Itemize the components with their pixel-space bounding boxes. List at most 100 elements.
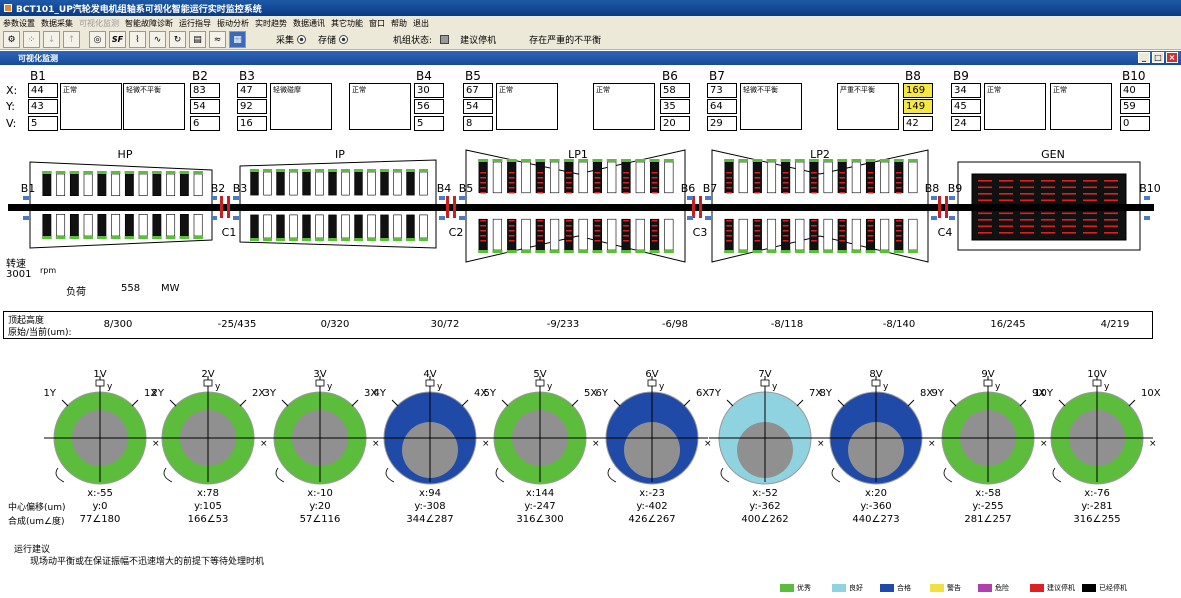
hp-blade [152, 173, 162, 197]
menu-item[interactable]: 参数设置 [3, 18, 35, 28]
store-radio[interactable] [339, 35, 349, 44]
target-tool-button[interactable]: ◎ [89, 31, 106, 48]
close-button[interactable]: × [1166, 52, 1178, 63]
lp2-blade [837, 159, 848, 162]
dots-tool-button[interactable]: ⁘ [23, 31, 40, 48]
report-tool-button[interactable]: ▦ [229, 31, 246, 48]
lp2-blade [823, 161, 833, 194]
probe-v [95, 379, 105, 387]
gen-winding [1041, 219, 1055, 221]
hp-blade [69, 171, 80, 174]
hp-blade [97, 173, 107, 197]
blade-mark [537, 187, 544, 189]
menu-item[interactable]: 帮助 [391, 18, 407, 28]
gauge-y-offset: y:20 [309, 501, 331, 512]
ip-blade [353, 169, 364, 172]
sample-radio[interactable] [297, 35, 307, 44]
blade-mark [594, 192, 601, 194]
blade-mark [782, 235, 789, 237]
blade-mark [651, 172, 658, 174]
legend-swatch [1030, 584, 1044, 592]
spectrum-tool-button[interactable]: ⌇ [129, 31, 146, 48]
sample-toggle[interactable]: 采集 [276, 33, 307, 46]
menu-item[interactable]: 振动分析 [217, 18, 249, 28]
lp2-blade [893, 250, 904, 253]
status-note: 正常 [593, 83, 655, 130]
window-title: BCT101_UP汽轮发电机组轴系可视化智能运行实时监控系统 [16, 4, 262, 15]
bearing-pad [211, 216, 217, 220]
minimize-button[interactable]: _ [1138, 52, 1150, 63]
menu-item[interactable]: 其它功能 [331, 18, 363, 28]
arrow-down-tool-button[interactable]: ↓ [43, 31, 60, 48]
status-note: 严重不平衡 [837, 83, 899, 130]
ip-blade [392, 238, 403, 241]
y-axis-marker: y [1104, 382, 1110, 392]
advice-text: 现场动平衡或在保证振幅不迅速增大的前提下等待处理时机 [30, 557, 265, 567]
sf-tool-button[interactable]: SF [109, 31, 126, 48]
blade-mark [726, 182, 732, 184]
blade-mark [594, 182, 601, 184]
rotate-tool-button[interactable]: ↻ [169, 31, 186, 48]
blade-mark [811, 240, 817, 242]
gauge-y-offset: y:-255 [972, 501, 1004, 512]
blade-mark [726, 235, 732, 237]
blade-mark [508, 240, 515, 242]
x-axis-marker: × [260, 439, 268, 449]
gauge-axis-d1 [1058, 399, 1066, 407]
gauge-axis-d2 [239, 399, 247, 407]
menu-item[interactable]: 退出 [413, 18, 429, 28]
ip-blade [249, 238, 260, 241]
lp2-blade [766, 250, 777, 253]
lp1-blade [592, 250, 603, 253]
blade-mark [537, 172, 544, 174]
blade-mark [651, 187, 658, 189]
blade-mark [508, 172, 515, 174]
settings-tool-button[interactable]: ⚙ [3, 31, 20, 48]
menu-item[interactable]: 智能故障诊断 [125, 18, 173, 28]
gauge-axis-d1 [61, 399, 69, 407]
menu-item[interactable]: 窗口 [369, 18, 385, 28]
ip-blade [380, 214, 389, 239]
x-axis-marker: × [928, 439, 936, 449]
gauge-axis-d2 [131, 399, 139, 407]
hp-blade [56, 214, 66, 237]
blade-mark [537, 220, 544, 222]
rotation-arrow-icon [1052, 467, 1062, 483]
menu-item[interactable]: 运行指导 [179, 18, 211, 28]
ip-blade [405, 238, 416, 241]
bearing-v-value: 24 [951, 116, 981, 131]
gauge-axis-d1 [501, 399, 509, 407]
load-label: 负荷 [66, 287, 86, 298]
legend-item: 警告 [930, 583, 961, 593]
y-axis-marker: y [659, 382, 665, 392]
menu-item[interactable]: 实时趋势 [255, 18, 287, 28]
ip-blade [406, 171, 415, 196]
blade-mark [566, 182, 572, 184]
lp1-blade [535, 218, 545, 251]
hp-blade [83, 214, 93, 237]
bearing-y-value: 54 [463, 99, 493, 114]
lp1-blade [492, 250, 503, 253]
menu-item[interactable]: 数据通讯 [293, 18, 325, 28]
shaft-bearing-label: B1 [21, 182, 36, 195]
blade-mark [895, 220, 902, 222]
gauge-y-label: 4Y [374, 388, 387, 399]
lift-value: 30/72 [430, 319, 460, 330]
arrow-up-tool-button[interactable]: ↑ [63, 31, 80, 48]
gauge-x-label: 2X [252, 388, 265, 399]
store-toggle[interactable]: 存储 [318, 33, 349, 46]
bearing-pad [459, 196, 465, 200]
trend-tool-button[interactable]: ∿ [149, 31, 166, 48]
lp2-blade [865, 159, 876, 162]
gauge-resultant: 440∠273 [852, 514, 900, 525]
ip-blade [393, 171, 402, 196]
lp2-blade [893, 159, 904, 162]
hp-blade [166, 173, 176, 197]
maximize-button[interactable]: □ [1152, 52, 1164, 63]
wave-tool-button[interactable]: ≈ [209, 31, 226, 48]
menu-item[interactable]: 数据采集 [41, 18, 73, 28]
ip-blade [301, 238, 312, 241]
menu-item[interactable]: 可视化监测 [79, 18, 119, 28]
hp-blade [110, 236, 121, 239]
chart-tool-button[interactable]: ▤ [189, 31, 206, 48]
